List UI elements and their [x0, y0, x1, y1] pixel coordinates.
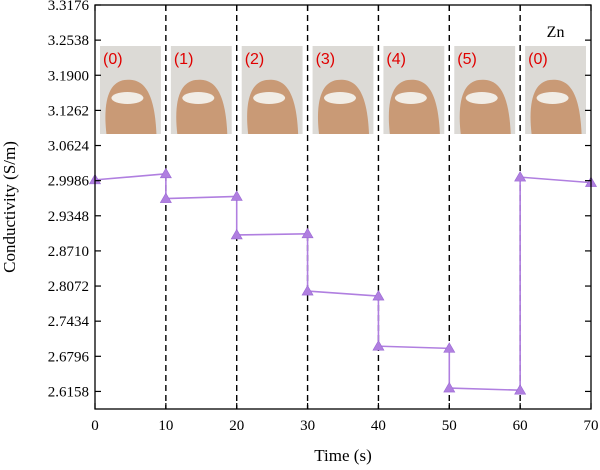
hand-stage-label: (2) — [245, 51, 265, 68]
x-tick-label: 10 — [158, 418, 173, 434]
series-segment-0 — [94, 173, 166, 181]
y-tick-label: 3.1900 — [48, 68, 89, 84]
hand-photo-0: (0) — [100, 46, 161, 134]
hand-stage-label: (0) — [528, 51, 548, 68]
zinc-patch — [111, 92, 144, 104]
data-point-marker — [372, 289, 385, 301]
hand-photo-5: (5) — [454, 46, 516, 134]
y-tick-label: 3.1262 — [48, 103, 89, 119]
x-tick-label: 50 — [442, 418, 457, 434]
data-point-marker — [443, 342, 456, 353]
x-tick-label: 0 — [91, 418, 99, 434]
zinc-patch — [465, 92, 498, 104]
conductivity-series — [88, 167, 598, 395]
hand-photo-4: (4) — [383, 46, 445, 134]
y-axis-title: Conductivity (S/m) — [0, 141, 19, 273]
axis-ticks: 0 10 20 30 40 50 60 70 2.6158 2.6796 2.7434 2.8072 2… — [48, 0, 599, 434]
data-point-marker — [301, 285, 314, 296]
y-tick-label: 3.3176 — [48, 0, 90, 14]
y-tick-label: 2.7434 — [48, 314, 90, 330]
data-point-marker — [230, 190, 243, 201]
data-point-marker — [443, 381, 456, 393]
series-segment-1 — [165, 195, 237, 200]
y-tick-label: 2.9986 — [48, 174, 90, 190]
series-segment-5 — [449, 387, 521, 392]
x-tick-label: 30 — [300, 418, 315, 434]
zinc-patch — [536, 92, 569, 104]
series-segment-2 — [236, 233, 308, 236]
data-point-marker — [230, 228, 243, 240]
chart-text: Time (s) Conductivity (S/m) Zn — [0, 24, 564, 465]
hand-photo-1: (1) — [170, 46, 232, 134]
zinc-patch — [253, 92, 286, 104]
x-axis-title: Time (s) — [314, 446, 371, 465]
y-tick-label: 3.2538 — [48, 33, 89, 49]
hand-stage-label: (1) — [174, 51, 194, 68]
hand-photos: (0) (1) (2) (3) (4) (5) (0) — [100, 46, 586, 134]
hand-stage-label: (5) — [457, 51, 477, 68]
hand-stage-label: (3) — [316, 51, 336, 68]
hand-stage-label: (0) — [103, 51, 123, 68]
hand-photo-2: (2) — [241, 46, 303, 134]
zinc-patch — [182, 92, 215, 104]
data-point-marker — [159, 167, 172, 179]
series-segment-3 — [307, 290, 379, 297]
series-segment-4 — [378, 345, 450, 350]
x-tick-label: 20 — [229, 418, 244, 434]
metal-label: Zn — [547, 24, 565, 41]
data-point-marker — [159, 192, 172, 203]
data-point-marker — [514, 171, 527, 182]
hand-photo-6: (0) — [525, 46, 586, 134]
x-tick-label: 60 — [513, 418, 528, 434]
y-tick-label: 2.8072 — [48, 279, 89, 295]
plot-frame — [94, 4, 592, 410]
y-tick-label: 2.6796 — [48, 349, 90, 365]
data-point-marker — [301, 227, 314, 239]
x-tick-label: 40 — [371, 418, 386, 434]
y-tick-label: 3.0624 — [48, 139, 90, 155]
zinc-patch — [324, 92, 356, 104]
x-tick-label: 70 — [584, 418, 599, 434]
data-point-marker — [514, 384, 527, 395]
hand-stage-label: (4) — [386, 51, 406, 68]
hand-photo-3: (3) — [312, 46, 374, 134]
data-point-marker — [372, 340, 385, 351]
y-tick-label: 2.9348 — [48, 209, 89, 225]
zinc-patch — [394, 92, 427, 104]
y-tick-label: 2.6158 — [48, 384, 89, 400]
series-segment-6 — [520, 176, 592, 184]
y-tick-label: 2.8710 — [48, 244, 89, 260]
